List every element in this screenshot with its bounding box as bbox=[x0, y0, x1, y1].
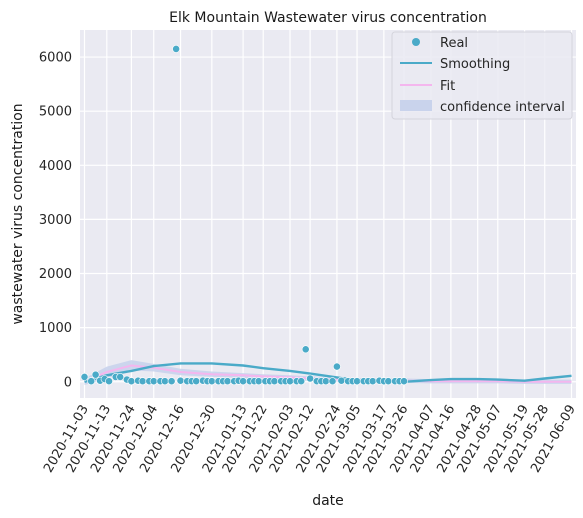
y-tick-label: 4000 bbox=[39, 159, 72, 174]
real-point bbox=[127, 377, 136, 386]
real-point bbox=[306, 374, 314, 383]
real-point bbox=[353, 377, 361, 386]
legend-ci-label: confidence interval bbox=[440, 100, 565, 115]
x-axis-label: date bbox=[312, 493, 344, 509]
real-point bbox=[105, 377, 113, 386]
real-point bbox=[297, 377, 306, 386]
smoothing-line bbox=[84, 362, 572, 384]
real-point bbox=[239, 377, 247, 386]
real-point bbox=[192, 377, 201, 386]
real-point bbox=[337, 376, 346, 385]
real-point bbox=[149, 377, 158, 386]
real-point bbox=[223, 377, 232, 386]
real-point bbox=[301, 345, 310, 354]
y-tick-label: 0 bbox=[64, 375, 72, 390]
chart-title: Elk Mountain Wastewater virus concentrat… bbox=[169, 10, 487, 26]
fit-line-layer bbox=[84, 364, 572, 383]
legend-ci-swatch bbox=[400, 100, 432, 111]
real-points-layer bbox=[80, 45, 408, 386]
legend-real-label: Real bbox=[440, 36, 468, 51]
real-point bbox=[286, 377, 294, 386]
y-axis-label: wastewater virus concentration bbox=[10, 103, 26, 324]
legend-real-marker bbox=[412, 38, 420, 46]
real-point bbox=[328, 377, 337, 386]
legend-box bbox=[391, 31, 573, 120]
fit-line bbox=[84, 364, 572, 383]
y-tick-label: 1000 bbox=[39, 321, 72, 336]
y-tick-label: 6000 bbox=[39, 51, 72, 66]
y-axis-ticks: 0 1000 2000 3000 4000 5000 6000 bbox=[39, 51, 72, 391]
real-point bbox=[368, 377, 377, 386]
real-point bbox=[321, 377, 330, 386]
legend-smoothing-label: Smoothing bbox=[440, 57, 510, 72]
real-point bbox=[384, 377, 393, 386]
real-point bbox=[91, 370, 100, 379]
real-point bbox=[400, 377, 408, 386]
y-tick-label: 5000 bbox=[39, 105, 72, 120]
legend: Real Smoothing Fit confidence interval bbox=[391, 31, 573, 120]
real-point bbox=[87, 377, 96, 386]
grid bbox=[80, 30, 576, 398]
real-point bbox=[176, 376, 185, 385]
y-tick-label: 3000 bbox=[39, 213, 72, 228]
real-point bbox=[80, 372, 89, 381]
real-point bbox=[270, 377, 279, 386]
real-point bbox=[160, 377, 169, 386]
legend-fit-label: Fit bbox=[440, 79, 455, 94]
real-point bbox=[254, 377, 263, 386]
x-axis-ticks: 2020-11-032020-11-132020-11-242020-12-04… bbox=[41, 402, 579, 475]
real-point bbox=[116, 372, 125, 381]
real-point bbox=[207, 377, 216, 386]
real-point bbox=[332, 362, 341, 371]
real-point bbox=[167, 377, 176, 386]
real-point bbox=[138, 377, 147, 386]
y-tick-label: 2000 bbox=[39, 267, 72, 282]
smoothing-line-layer bbox=[84, 362, 572, 384]
real-point bbox=[172, 45, 180, 53]
